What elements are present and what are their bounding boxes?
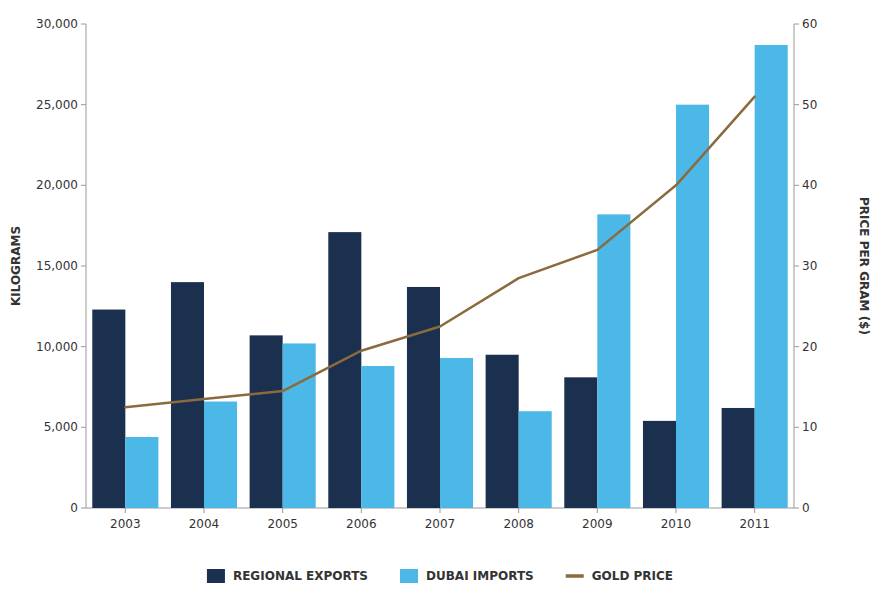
bar (283, 343, 316, 508)
y-tick-label: 20,000 (36, 178, 78, 192)
x-tick (676, 508, 677, 513)
y-axis-title: KILOGRAMS (9, 226, 23, 306)
x-tick-label: 2011 (739, 517, 770, 531)
y-tick (81, 508, 86, 509)
bar (361, 366, 394, 508)
y-tick (81, 24, 86, 25)
x-tick (204, 508, 205, 513)
y2-tick (794, 266, 799, 267)
y-tick (81, 346, 86, 347)
x-tick-label: 2003 (110, 517, 141, 531)
x-tick-label: 2008 (503, 517, 534, 531)
x-tick (282, 508, 283, 513)
bar (204, 402, 237, 508)
legend-swatch (566, 574, 584, 578)
bar (597, 214, 630, 508)
x-tick-label: 2005 (267, 517, 298, 531)
y-tick (81, 266, 86, 267)
bar (486, 355, 519, 508)
bar (440, 358, 473, 508)
y2-tick (794, 104, 799, 105)
y2-tick-label: 40 (802, 178, 817, 192)
x-tick (754, 508, 755, 513)
legend: REGIONAL EXPORTS DUBAI IMPORTS GOLD PRICE (207, 569, 673, 583)
y-tick-label: 10,000 (36, 340, 78, 354)
y2-tick (794, 508, 799, 509)
y2-tick-label: 10 (802, 420, 817, 434)
y-tick (81, 104, 86, 105)
x-tick (361, 508, 362, 513)
y2-tick-label: 60 (802, 17, 817, 31)
bar (407, 287, 440, 508)
y2-axis-title: PRICE PER GRAM ($) (857, 197, 871, 335)
bar (755, 45, 788, 508)
x-tick-label: 2010 (661, 517, 692, 531)
y-tick-label: 30,000 (36, 17, 78, 31)
legend-label: REGIONAL EXPORTS (233, 569, 368, 583)
x-tick-label: 2006 (346, 517, 377, 531)
x-tick-label: 2009 (582, 517, 613, 531)
x-tick-label: 2007 (425, 517, 456, 531)
y2-tick-label: 0 (802, 501, 810, 515)
bar (92, 310, 125, 508)
y-tick (81, 185, 86, 186)
legend-swatch (400, 569, 418, 583)
x-tick (440, 508, 441, 513)
x-tick-label: 2004 (189, 517, 220, 531)
chart: 0 5,000 10,000 15,000 20,000 25,000 30,000 0 10 2… (0, 0, 880, 604)
y-tick-label: 0 (70, 501, 78, 515)
bar (722, 408, 755, 508)
bar (564, 377, 597, 508)
y-tick (81, 427, 86, 428)
plot-marks (92, 45, 787, 508)
y-tick-label: 25,000 (36, 98, 78, 112)
x-tick (597, 508, 598, 513)
bar (125, 437, 158, 508)
legend-label: DUBAI IMPORTS (426, 569, 534, 583)
bar (328, 232, 361, 508)
y2-tick (794, 427, 799, 428)
y-tick-label: 5,000 (44, 420, 78, 434)
line (125, 97, 754, 408)
y-tick-label: 15,000 (36, 259, 78, 273)
x-tick (125, 508, 126, 513)
legend-swatch (207, 569, 225, 583)
y2-tick-label: 30 (802, 259, 817, 273)
x-tick (518, 508, 519, 513)
y2-tick (794, 24, 799, 25)
bar (643, 421, 676, 508)
bar (519, 411, 552, 508)
legend-label: GOLD PRICE (592, 569, 673, 583)
y2-tick-label: 50 (802, 98, 817, 112)
bar (171, 282, 204, 508)
y2-tick-label: 20 (802, 340, 817, 354)
y2-tick (794, 185, 799, 186)
bar (250, 335, 283, 508)
y2-tick (794, 346, 799, 347)
